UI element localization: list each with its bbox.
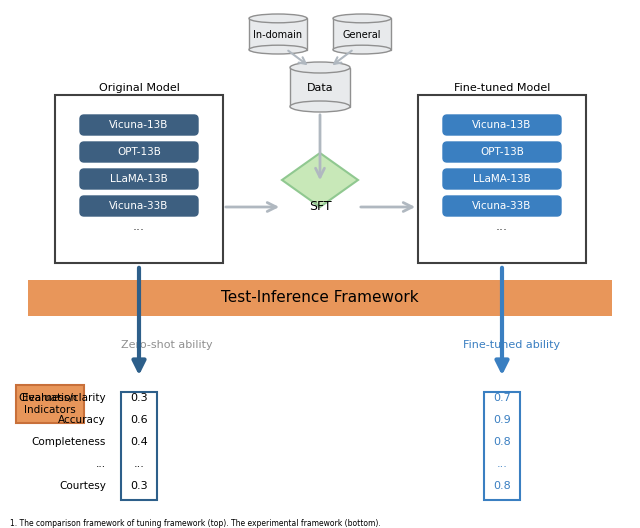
Bar xyxy=(290,68,350,107)
Text: Fine-tuned ability: Fine-tuned ability xyxy=(463,340,561,350)
Ellipse shape xyxy=(249,14,307,23)
Ellipse shape xyxy=(249,45,307,54)
Text: 1. The comparison framework of tuning framework (top). The experimental framewor: 1. The comparison framework of tuning fr… xyxy=(10,518,381,527)
Text: 0.6: 0.6 xyxy=(130,415,148,425)
FancyBboxPatch shape xyxy=(443,196,561,216)
Text: ...: ... xyxy=(96,459,106,469)
FancyBboxPatch shape xyxy=(80,196,198,216)
Text: Vicuna-13B: Vicuna-13B xyxy=(109,120,169,130)
Text: 0.8: 0.8 xyxy=(493,437,511,447)
Text: Original Model: Original Model xyxy=(99,83,179,93)
Text: Vicuna-33B: Vicuna-33B xyxy=(472,201,532,211)
FancyBboxPatch shape xyxy=(80,142,198,162)
FancyBboxPatch shape xyxy=(443,115,561,135)
Text: General: General xyxy=(343,30,381,40)
Text: OPT-13B: OPT-13B xyxy=(480,147,524,157)
Text: Data: Data xyxy=(307,83,333,93)
Text: OPT-13B: OPT-13B xyxy=(117,147,161,157)
Text: ...: ... xyxy=(496,220,508,232)
Ellipse shape xyxy=(290,62,350,73)
Text: In-domain: In-domain xyxy=(253,30,303,40)
Text: LLaMA-13B: LLaMA-13B xyxy=(473,174,531,184)
Text: ...: ... xyxy=(133,220,145,232)
FancyBboxPatch shape xyxy=(80,169,198,189)
Text: SFT: SFT xyxy=(308,201,332,213)
Ellipse shape xyxy=(333,45,391,54)
Text: 0.3: 0.3 xyxy=(130,481,148,491)
Text: ...: ... xyxy=(134,459,145,469)
FancyBboxPatch shape xyxy=(443,142,561,162)
Text: Fine-tuned Model: Fine-tuned Model xyxy=(454,83,550,93)
Text: Accuracy: Accuracy xyxy=(58,415,106,425)
Text: 0.8: 0.8 xyxy=(493,481,511,491)
Bar xyxy=(249,18,307,50)
Text: Courtesy: Courtesy xyxy=(59,481,106,491)
Text: 0.7: 0.7 xyxy=(493,393,511,403)
Text: 0.3: 0.3 xyxy=(130,393,148,403)
Text: 0.4: 0.4 xyxy=(130,437,148,447)
Polygon shape xyxy=(282,153,358,207)
Text: LLaMA-13B: LLaMA-13B xyxy=(110,174,168,184)
FancyBboxPatch shape xyxy=(443,169,561,189)
Bar xyxy=(28,280,612,316)
Text: Test-Inference Framework: Test-Inference Framework xyxy=(221,290,419,306)
Bar xyxy=(16,385,84,423)
Text: Vicuna-13B: Vicuna-13B xyxy=(472,120,532,130)
Ellipse shape xyxy=(333,14,391,23)
Text: Vicuna-33B: Vicuna-33B xyxy=(109,201,169,211)
Text: Evaluation
Indicators: Evaluation Indicators xyxy=(22,393,77,415)
Bar xyxy=(418,95,586,263)
Bar xyxy=(121,392,157,500)
Ellipse shape xyxy=(290,101,350,112)
Text: Completeness: Completeness xyxy=(31,437,106,447)
Text: 0.9: 0.9 xyxy=(493,415,511,425)
FancyBboxPatch shape xyxy=(80,115,198,135)
Text: Zero-shot ability: Zero-shot ability xyxy=(121,340,213,350)
Bar xyxy=(333,18,391,50)
Text: Clearness/clarity: Clearness/clarity xyxy=(19,393,106,403)
Text: ...: ... xyxy=(497,459,508,469)
Bar xyxy=(55,95,223,263)
Bar xyxy=(484,392,520,500)
